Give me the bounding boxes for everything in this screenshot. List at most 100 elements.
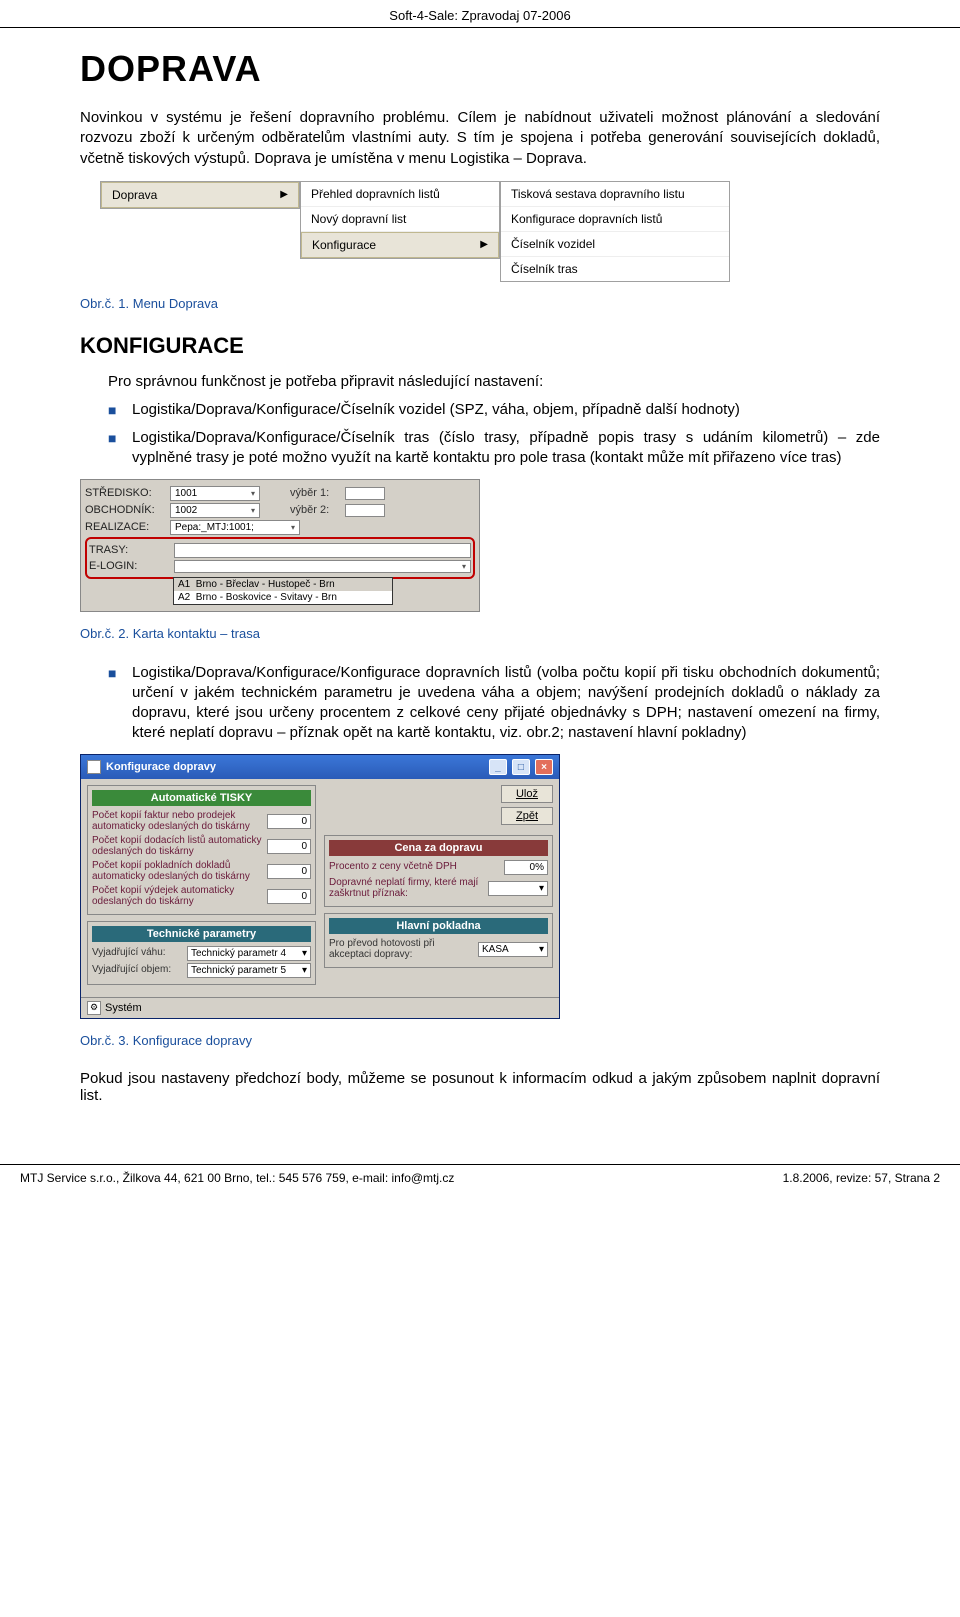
window-title: Konfigurace dopravy (106, 761, 216, 773)
figure-caption-3: Obr.č. 3. Konfigurace dopravy (80, 1033, 880, 1048)
menu-label: Konfigurace dopravních listů (511, 212, 662, 226)
menu-label: Přehled dopravních listů (311, 187, 440, 201)
row-label: Počet kopií faktur nebo prodejek automat… (92, 810, 267, 833)
page-footer: MTJ Service s.r.o., Žilkova 44, 621 00 B… (0, 1164, 960, 1195)
row-label: Počet kopií pokladních dokladů automatic… (92, 860, 267, 883)
window-footer: ⚙ Systém (81, 997, 559, 1018)
menu-label: Konfigurace (312, 238, 376, 252)
dropdown-option[interactable]: A1 Brno - Břeclav - Hustopeč - Brn (174, 578, 392, 591)
stredisko-select[interactable]: 1001▾ (170, 486, 260, 501)
chevron-right-icon: ▶ (480, 239, 488, 250)
form-screenshot-trasa: STŘEDISKO: 1001▾ výběr 1: OBCHODNÍK: 100… (80, 479, 480, 612)
copies-input[interactable]: 0 (267, 814, 311, 829)
group-title-technicke: Technické parametry (92, 926, 311, 942)
window-icon (87, 760, 101, 774)
close-icon[interactable]: × (535, 759, 553, 775)
menu-item-konfigurace-listu[interactable]: Konfigurace dopravních listů (501, 207, 729, 232)
tech-select[interactable]: Technický parametr 4▾ (187, 946, 311, 961)
list-item: Logistika/Doprava/Konfigurace/Číselník t… (108, 428, 880, 469)
copies-input[interactable]: 0 (267, 839, 311, 854)
konfigurace-dopravy-window: Konfigurace dopravy _ □ × Automatické TI… (80, 754, 560, 1019)
maximize-icon[interactable]: □ (512, 759, 530, 775)
form-label-obchodnik: OBCHODNÍK: (85, 504, 170, 516)
chevron-down-icon: ▾ (251, 506, 255, 515)
footer-label: Systém (105, 1002, 142, 1014)
group-title-pokladna: Hlavní pokladna (329, 918, 548, 934)
header-text: Soft-4-Sale: Zpravodaj 07-2006 (389, 8, 570, 23)
section-heading-konfigurace: KONFIGURACE (80, 333, 880, 359)
menu-screenshot: Doprava ▶ Přehled dopravních listů Nový … (100, 181, 880, 282)
trasy-dropdown-list: A1 Brno - Břeclav - Hustopeč - Brn A2 Br… (173, 577, 393, 605)
group-title-cena: Cena za dopravu (329, 840, 548, 856)
window-titlebar[interactable]: Konfigurace dopravy _ □ × (81, 755, 559, 779)
closing-paragraph: Pokud jsou nastaveny předchozí body, můž… (80, 1070, 880, 1104)
system-icon[interactable]: ⚙ (87, 1001, 101, 1015)
dropdown-option[interactable]: A2 Brno - Boskovice - Svitavy - Brn (174, 591, 392, 604)
menu-label: Tisková sestava dopravního listu (511, 187, 685, 201)
menu-column-3: Tisková sestava dopravního listu Konfigu… (500, 181, 730, 282)
footer-left: MTJ Service s.r.o., Žilkova 44, 621 00 B… (20, 1171, 454, 1185)
realizace-select[interactable]: Pepa:_MTJ:1001;▾ (170, 520, 300, 535)
vyber2-input[interactable] (345, 504, 385, 517)
chevron-down-icon: ▾ (462, 562, 466, 571)
figure-caption-1: Obr.č. 1. Menu Doprava (80, 296, 880, 311)
uloz-button[interactable]: Ulož (501, 785, 553, 803)
minimize-icon[interactable]: _ (489, 759, 507, 775)
priznak-select[interactable]: ▾ (488, 881, 548, 896)
trasy-highlight: TRASY: E-LOGIN: ▾ (85, 537, 475, 579)
menu-item-konfigurace[interactable]: Konfigurace ▶ (301, 232, 499, 258)
group-title-auto-tisky: Automatické TISKY (92, 790, 311, 806)
menu-item-novy[interactable]: Nový dopravní list (301, 207, 499, 232)
page-header: Soft-4-Sale: Zpravodaj 07-2006 (0, 0, 960, 28)
menu-item-prehled[interactable]: Přehled dopravních listů (301, 182, 499, 207)
trasy-input[interactable] (174, 543, 471, 558)
bullet-list-2: Logistika/Doprava/Konfigurace/Konfigurac… (80, 663, 880, 744)
percent-input[interactable]: 0% (504, 860, 548, 875)
row-label: Počet kopií výdejek automaticky odeslaný… (92, 885, 267, 908)
menu-label: Nový dopravní list (311, 212, 406, 226)
form-label-elogin: E-LOGIN: (89, 560, 174, 572)
footer-right: 1.8.2006, revize: 57, Strana 2 (783, 1171, 940, 1185)
form-label-realizace: REALIZACE: (85, 521, 170, 533)
form-label-stredisko: STŘEDISKO: (85, 487, 170, 499)
chevron-down-icon: ▾ (539, 944, 544, 955)
chevron-down-icon: ▾ (291, 523, 295, 532)
konfigurace-intro: Pro správnou funkčnost je potřeba připra… (80, 373, 880, 390)
menu-item-tiskova[interactable]: Tisková sestava dopravního listu (501, 182, 729, 207)
menu-column-2: Přehled dopravních listů Nový dopravní l… (300, 181, 500, 259)
chevron-down-icon: ▾ (302, 965, 307, 976)
menu-label: Číselník tras (511, 262, 578, 276)
content: DOPRAVA Novinkou v systému je řešení dop… (0, 28, 960, 1124)
window-controls: _ □ × (487, 759, 553, 775)
row-label: Vyjadřující váhu: (92, 947, 187, 959)
chevron-down-icon: ▾ (251, 489, 255, 498)
copies-input[interactable]: 0 (267, 864, 311, 879)
page-title: DOPRAVA (80, 48, 880, 90)
tech-select[interactable]: Technický parametr 5▾ (187, 963, 311, 978)
copies-input[interactable]: 0 (267, 889, 311, 904)
vyber1-input[interactable] (345, 487, 385, 500)
menu-column-1: Doprava ▶ (100, 181, 300, 209)
form-label-vyber2: výběr 2: (290, 504, 345, 516)
menu-item-ciselnik-vozidel[interactable]: Číselník vozidel (501, 232, 729, 257)
row-label: Procento z ceny včetně DPH (329, 861, 504, 873)
zpet-button[interactable]: Zpět (501, 807, 553, 825)
row-label: Počet kopií dodacích listů automaticky o… (92, 835, 267, 858)
list-item: Logistika/Doprava/Konfigurace/Číselník v… (108, 400, 880, 420)
figure-caption-2: Obr.č. 2. Karta kontaktu – trasa (80, 626, 880, 641)
row-label: Dopravné neplatí firmy, které mají zaškr… (329, 877, 488, 900)
row-label: Vyjadřující objem: (92, 964, 187, 976)
menu-item-ciselnik-tras[interactable]: Číselník tras (501, 257, 729, 281)
menu-label: Číselník vozidel (511, 237, 595, 251)
bullet-list-1: Logistika/Doprava/Konfigurace/Číselník v… (80, 400, 880, 469)
chevron-right-icon: ▶ (280, 189, 288, 200)
menu-label: Doprava (112, 188, 157, 202)
pokladna-select[interactable]: KASA▾ (478, 942, 548, 957)
form-label-vyber1: výběr 1: (290, 487, 345, 499)
form-label-trasy: TRASY: (89, 544, 174, 556)
menu-item-doprava[interactable]: Doprava ▶ (101, 182, 299, 208)
obchodnik-select[interactable]: 1002▾ (170, 503, 260, 518)
elogin-select[interactable]: ▾ (174, 560, 471, 573)
row-label: Pro převod hotovosti při akceptaci dopra… (329, 938, 478, 961)
list-item: Logistika/Doprava/Konfigurace/Konfigurac… (108, 663, 880, 744)
